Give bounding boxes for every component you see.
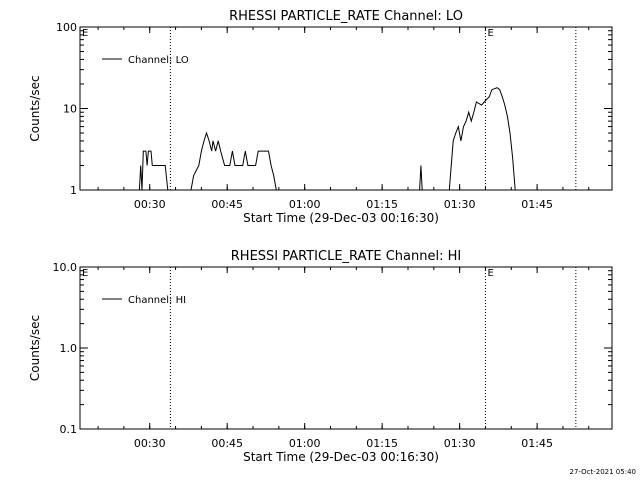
y-tick-label: 10.0 xyxy=(53,261,78,274)
event-marker-label: E xyxy=(82,28,88,39)
footer-timestamp: 27-Oct-2021 05:40 xyxy=(570,468,636,476)
x-axis-label: Start Time (29-Dec-03 00:16:30) xyxy=(243,211,439,225)
x-tick-label: 01:00 xyxy=(289,437,321,450)
y-tick-label: 10 xyxy=(63,103,77,116)
x-tick-label: 01:15 xyxy=(366,198,398,211)
x-tick-label: 01:45 xyxy=(521,198,553,211)
y-tick-label: 100 xyxy=(56,21,77,34)
plot-frame xyxy=(79,266,613,430)
x-tick-label: 00:45 xyxy=(211,198,243,211)
event-marker-label: E xyxy=(82,268,88,279)
legend-label: Channel: LO xyxy=(128,55,189,66)
y-tick-label: 1 xyxy=(70,184,77,197)
panel-hi: RHESSI PARTICLE_RATE Channel: HI 00:30 00:… xyxy=(28,249,613,464)
x-tick-label: 00:45 xyxy=(211,437,243,450)
x-tick-label: 00:30 xyxy=(134,437,166,450)
x-tick-label: 01:00 xyxy=(289,198,321,211)
event-marker-label: E xyxy=(487,268,493,279)
x-tick-label: 01:30 xyxy=(444,437,476,450)
event-marker-label: E xyxy=(487,28,493,39)
x-tick-label: 01:45 xyxy=(521,437,553,450)
y-axis-label: Counts/sec xyxy=(28,315,42,381)
y-tick-label: 0.1 xyxy=(60,423,78,436)
series-line-channel-lo xyxy=(138,87,516,191)
y-axis-label: Counts/sec xyxy=(28,75,42,141)
chart-title: RHESSI PARTICLE_RATE Channel: HI xyxy=(231,249,461,264)
x-tick-label: 00:30 xyxy=(134,198,166,211)
x-tick-label: 01:30 xyxy=(444,198,476,211)
panel-lo: RHESSI PARTICLE_RATE Channel: LO 00:30 00:… xyxy=(28,9,613,225)
x-tick-label: 01:15 xyxy=(366,437,398,450)
legend-label: Channel: HI xyxy=(128,295,186,306)
chart-title: RHESSI PARTICLE_RATE Channel: LO xyxy=(229,9,463,24)
y-tick-label: 1.0 xyxy=(60,342,78,355)
x-axis-label: Start Time (29-Dec-03 00:16:30) xyxy=(243,450,439,464)
